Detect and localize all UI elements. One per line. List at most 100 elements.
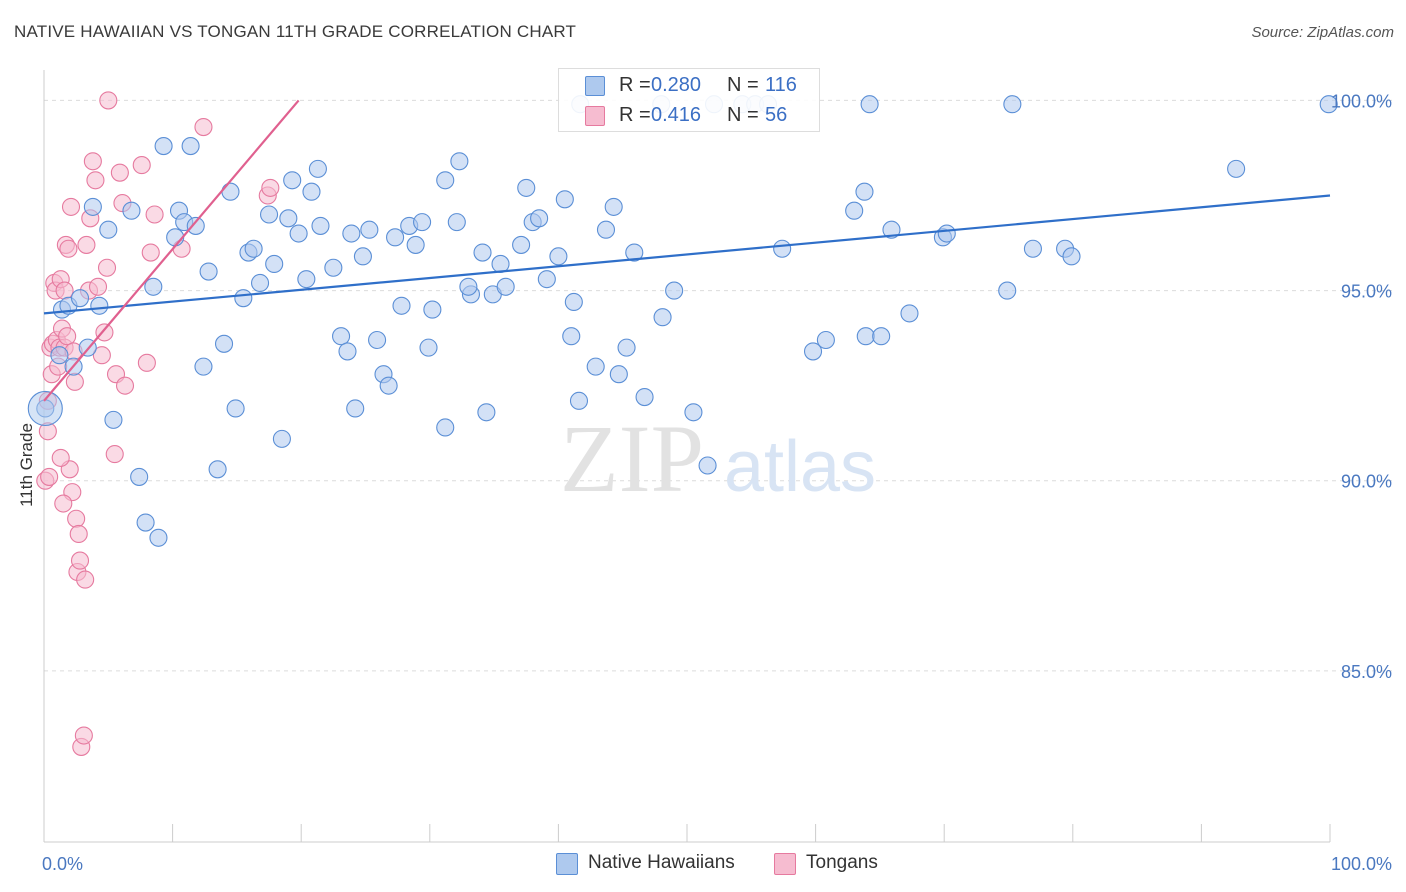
gridlines bbox=[44, 99, 1392, 672]
native-hawaiian-point bbox=[244, 239, 263, 258]
native-hawaiian-point bbox=[473, 243, 492, 262]
native-hawaiian-point bbox=[447, 213, 466, 232]
native-hawaiian-point bbox=[208, 460, 227, 479]
native-hawaiian-point bbox=[332, 327, 351, 346]
native-hawaiian-point bbox=[90, 296, 109, 315]
tongan-point bbox=[141, 243, 160, 262]
native-hawaiian-point bbox=[346, 399, 365, 418]
native-hawaiian-point bbox=[226, 399, 245, 418]
native-hawaiian-point bbox=[450, 152, 469, 171]
native-hawaiian-point bbox=[289, 224, 308, 243]
native-hawaiian-point bbox=[311, 216, 330, 235]
native-hawaiian-point bbox=[477, 403, 496, 422]
native-hawaiian-point bbox=[250, 273, 270, 293]
native-hawaiian-point bbox=[459, 277, 478, 296]
pink-swatch-icon bbox=[774, 853, 796, 875]
native-hawaiian-point bbox=[617, 338, 636, 357]
native-hawaiian-point bbox=[596, 220, 616, 239]
tongan-point bbox=[40, 467, 59, 486]
tongan-point bbox=[132, 156, 151, 175]
native-hawaiian-point bbox=[803, 342, 823, 361]
legend-label: Native Hawaiians bbox=[588, 852, 735, 873]
native-hawaiian-point bbox=[937, 224, 956, 243]
native-hawaiian-point bbox=[860, 95, 879, 114]
native-hawaiian-point bbox=[221, 182, 240, 201]
native-hawaiian-point bbox=[517, 178, 536, 197]
tongan-point bbox=[99, 91, 118, 110]
n-label: N = bbox=[727, 74, 759, 96]
native-hawaiian-point bbox=[998, 281, 1017, 300]
native-hawaiian-point bbox=[379, 376, 398, 395]
legend-row-tongans: R = 0.416 N = 56 bbox=[559, 101, 819, 131]
native-hawaiian-point bbox=[413, 213, 432, 232]
r-label: R = bbox=[619, 104, 651, 126]
tongan-point bbox=[61, 197, 81, 216]
native-hawaiian-point bbox=[136, 513, 155, 532]
native-hawaiian-point bbox=[665, 281, 684, 300]
n-value: 56 bbox=[765, 104, 788, 126]
native-hawaiian-point bbox=[855, 182, 874, 201]
tongan-point bbox=[92, 346, 111, 365]
native-hawaiian-point bbox=[154, 137, 173, 156]
native-hawaiian-point bbox=[27, 390, 63, 427]
tongan-point bbox=[145, 205, 164, 224]
native-hawaiian-point bbox=[845, 201, 864, 220]
native-hawaiian-point bbox=[392, 296, 411, 315]
axes bbox=[43, 70, 1331, 843]
native-hawaiian-point bbox=[609, 365, 628, 384]
native-hawaiian-point bbox=[496, 277, 515, 296]
native-hawaiian-point bbox=[214, 334, 234, 353]
watermark: ZIP atlas bbox=[560, 405, 876, 512]
tongan-point bbox=[95, 323, 114, 342]
r-value: 0.416 bbox=[651, 104, 702, 126]
y-axis-title: 11th Grade bbox=[17, 423, 36, 507]
native-hawaiian-point bbox=[199, 262, 218, 281]
native-hawaiian-point bbox=[625, 243, 644, 262]
tongan-point bbox=[261, 178, 280, 197]
native-hawaiian-point bbox=[386, 228, 405, 247]
native-hawaiian-point bbox=[338, 342, 357, 361]
native-hawaiian-point bbox=[259, 205, 279, 224]
native-hawaiian-point bbox=[872, 327, 891, 346]
legend-label: Tongans bbox=[806, 852, 878, 873]
trendlines bbox=[43, 99, 1331, 402]
native-hawaiian-point bbox=[144, 277, 163, 296]
native-hawaiian-point bbox=[635, 388, 654, 407]
tongan-point bbox=[97, 258, 117, 277]
chart-title: NATIVE HAWAIIAN VS TONGAN 11TH GRADE COR… bbox=[14, 22, 577, 41]
tongan-point bbox=[88, 277, 108, 296]
native-hawaiian-point bbox=[530, 209, 549, 228]
native-hawaiian-point bbox=[122, 201, 141, 220]
tongan-point bbox=[58, 327, 77, 346]
native-hawaiian-point bbox=[436, 171, 455, 190]
tongan-point bbox=[54, 494, 73, 513]
tick-labels: 85.0% 90.0% 95.0% 100.0% 0.0% 100.0% bbox=[42, 91, 1392, 874]
native-hawaiian-point bbox=[324, 258, 343, 277]
native-hawaiian-point bbox=[1227, 159, 1246, 178]
tongans-points bbox=[36, 91, 280, 756]
tongan-point bbox=[69, 524, 88, 544]
tongan-point bbox=[76, 570, 95, 589]
native-hawaiian-point bbox=[297, 270, 316, 289]
native-hawaiian-point bbox=[604, 197, 623, 216]
tongan-point bbox=[74, 726, 93, 745]
native-hawaiian-point bbox=[1062, 247, 1081, 266]
tongan-point bbox=[70, 551, 90, 570]
native-hawaiian-point bbox=[900, 304, 919, 323]
native-hawaiian-point bbox=[181, 137, 200, 156]
blue-swatch-icon bbox=[585, 76, 605, 96]
native-hawaiian-point bbox=[149, 528, 168, 547]
native-hawaiian-point bbox=[653, 308, 672, 327]
y-tick-label: 95.0% bbox=[1341, 282, 1392, 302]
tongans-trendline bbox=[43, 99, 300, 402]
r-label: R = bbox=[619, 74, 651, 96]
native-hawaiian-point bbox=[186, 216, 205, 235]
correlation-legend: R = 0.280 N = 116 R = 0.416 N = 56 bbox=[558, 68, 820, 132]
tongan-point bbox=[59, 239, 78, 258]
native-hawaiian-point bbox=[302, 182, 321, 201]
native-hawaiian-point bbox=[586, 357, 605, 376]
native-hawaiian-point bbox=[353, 247, 372, 266]
native-hawaiian-point bbox=[1003, 95, 1022, 114]
native-hawaiian-point bbox=[308, 159, 327, 178]
